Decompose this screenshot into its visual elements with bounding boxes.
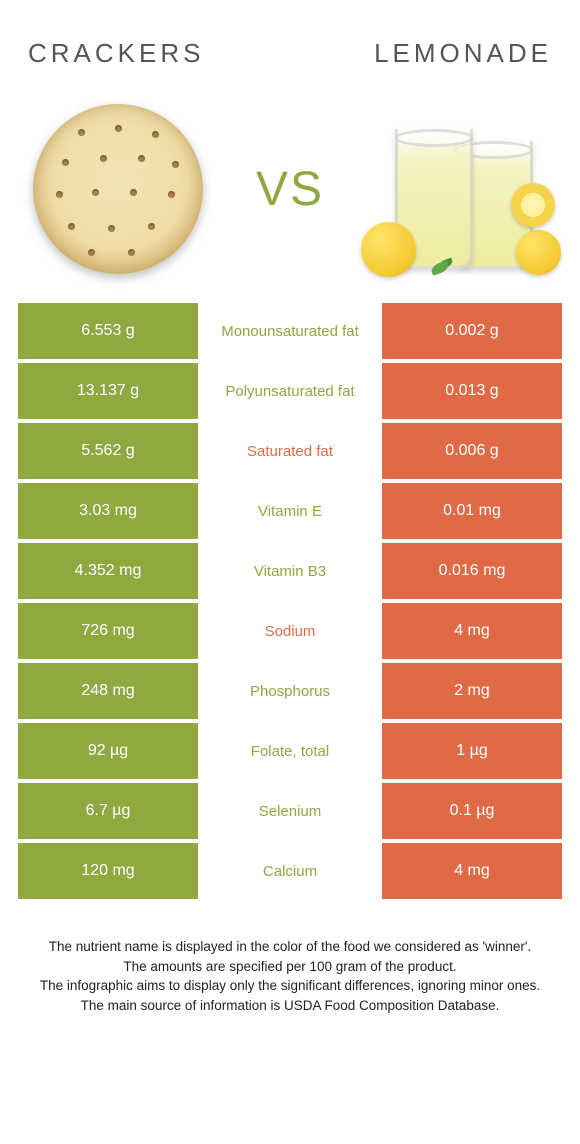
header-row: Crackers Lemonade <box>18 20 562 99</box>
left-food-image <box>18 99 218 279</box>
left-value-cell: 13.137 g <box>18 363 198 419</box>
footer-line: The infographic aims to display only the… <box>32 976 548 996</box>
footer-line: The amounts are specified per 100 gram o… <box>32 957 548 977</box>
right-value-cell: 0.002 g <box>382 303 562 359</box>
left-value-cell: 3.03 mg <box>18 483 198 539</box>
left-value-cell: 248 mg <box>18 663 198 719</box>
nutrient-label: Monounsaturated fat <box>198 303 382 359</box>
nutrient-row: 726 mgSodium4 mg <box>18 603 562 659</box>
nutrient-table: 6.553 gMonounsaturated fat0.002 g13.137 … <box>18 303 562 899</box>
nutrient-row: 120 mgCalcium4 mg <box>18 843 562 899</box>
nutrient-label: Calcium <box>198 843 382 899</box>
left-value-cell: 5.562 g <box>18 423 198 479</box>
nutrient-row: 3.03 mgVitamin E0.01 mg <box>18 483 562 539</box>
images-row: VS <box>18 99 562 303</box>
left-value-cell: 6.7 µg <box>18 783 198 839</box>
nutrient-row: 248 mgPhosphorus2 mg <box>18 663 562 719</box>
nutrient-label: Vitamin B3 <box>198 543 382 599</box>
footer-notes: The nutrient name is displayed in the co… <box>18 903 562 1015</box>
cracker-illustration <box>33 104 203 274</box>
right-value-cell: 0.01 mg <box>382 483 562 539</box>
right-food-image <box>362 99 562 279</box>
footer-line: The main source of information is USDA F… <box>32 996 548 1016</box>
nutrient-label: Selenium <box>198 783 382 839</box>
left-value-cell: 92 µg <box>18 723 198 779</box>
right-food-title: Lemonade <box>374 38 552 69</box>
nutrient-row: 6.553 gMonounsaturated fat0.002 g <box>18 303 562 359</box>
nutrient-label: Folate, total <box>198 723 382 779</box>
left-value-cell: 6.553 g <box>18 303 198 359</box>
nutrient-label: Phosphorus <box>198 663 382 719</box>
right-value-cell: 2 mg <box>382 663 562 719</box>
right-value-cell: 1 µg <box>382 723 562 779</box>
right-value-cell: 0.016 mg <box>382 543 562 599</box>
nutrient-label: Saturated fat <box>198 423 382 479</box>
left-value-cell: 4.352 mg <box>18 543 198 599</box>
infographic-container: Crackers Lemonade VS 6.553 gMonounsatura… <box>0 0 580 1015</box>
nutrient-label: Vitamin E <box>198 483 382 539</box>
right-value-cell: 0.006 g <box>382 423 562 479</box>
right-value-cell: 4 mg <box>382 603 562 659</box>
nutrient-row: 4.352 mgVitamin B30.016 mg <box>18 543 562 599</box>
left-value-cell: 120 mg <box>18 843 198 899</box>
nutrient-row: 92 µgFolate, total1 µg <box>18 723 562 779</box>
nutrient-row: 13.137 gPolyunsaturated fat0.013 g <box>18 363 562 419</box>
right-value-cell: 0.013 g <box>382 363 562 419</box>
lemonade-illustration <box>367 99 557 279</box>
footer-line: The nutrient name is displayed in the co… <box>32 937 548 957</box>
left-food-title: Crackers <box>28 38 204 69</box>
nutrient-row: 6.7 µgSelenium0.1 µg <box>18 783 562 839</box>
vs-label: VS <box>256 162 324 217</box>
nutrient-label: Sodium <box>198 603 382 659</box>
right-value-cell: 0.1 µg <box>382 783 562 839</box>
right-value-cell: 4 mg <box>382 843 562 899</box>
left-value-cell: 726 mg <box>18 603 198 659</box>
nutrient-label: Polyunsaturated fat <box>198 363 382 419</box>
nutrient-row: 5.562 gSaturated fat0.006 g <box>18 423 562 479</box>
